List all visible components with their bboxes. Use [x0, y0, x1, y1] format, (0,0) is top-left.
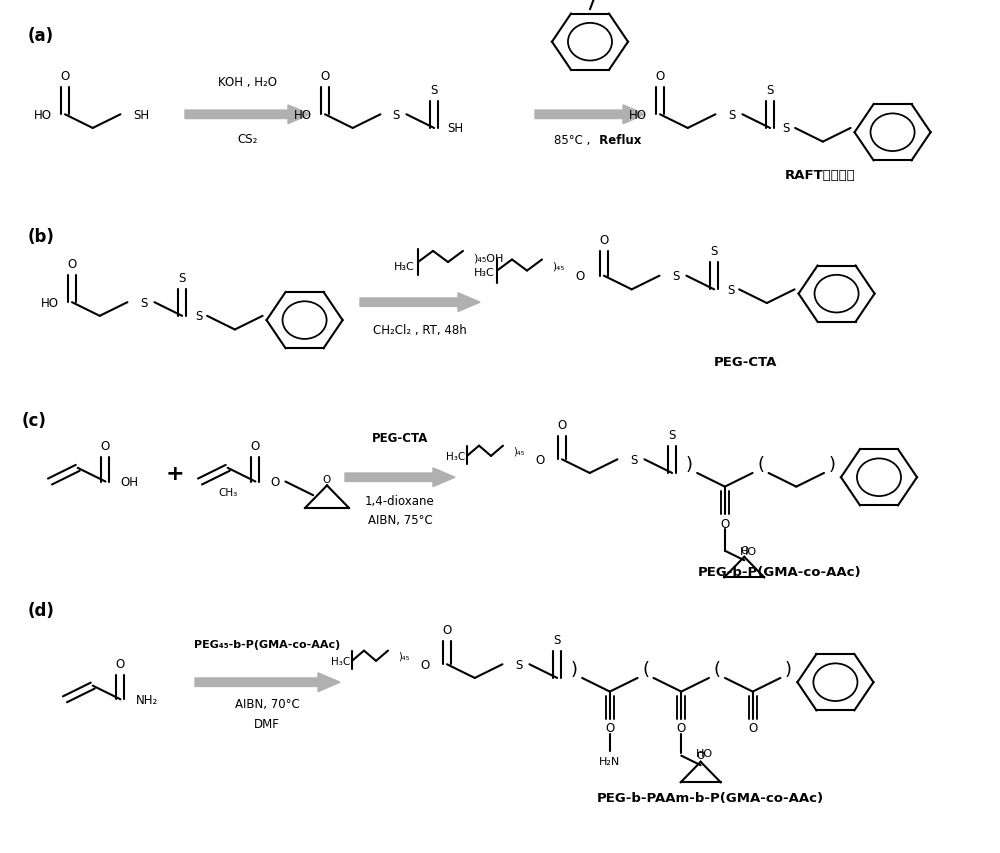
Text: O: O [116, 658, 125, 670]
Text: (: ( [642, 660, 649, 679]
Text: O: O [60, 70, 70, 84]
Text: S: S [728, 108, 736, 122]
Text: CH₂Cl₂ , RT, 48h: CH₂Cl₂ , RT, 48h [373, 323, 467, 337]
Text: S: S [672, 270, 680, 283]
Text: H₃C: H₃C [331, 656, 350, 666]
Text: (c): (c) [22, 412, 47, 430]
Text: O: O [605, 722, 614, 734]
Text: AIBN, 70°C: AIBN, 70°C [235, 697, 299, 711]
Text: O: O [101, 440, 110, 453]
Text: (d): (d) [28, 601, 55, 619]
Text: (b): (b) [28, 228, 55, 246]
Text: O: O [677, 722, 686, 734]
Text: )₄₅: )₄₅ [513, 446, 524, 456]
Text: O: O [557, 419, 567, 432]
Text: S: S [766, 84, 774, 97]
Text: OH: OH [120, 475, 138, 489]
Text: RAFT链转移剂: RAFT链转移剂 [785, 168, 855, 182]
Text: S: S [710, 245, 718, 258]
Text: S: S [630, 453, 638, 467]
Text: +: + [166, 463, 184, 484]
Text: PEG-CTA: PEG-CTA [713, 356, 777, 369]
Text: ): ) [785, 660, 792, 679]
Text: S: S [782, 122, 790, 136]
Text: SH: SH [133, 108, 150, 122]
Text: PEG-b-P(GMA-co-AAc): PEG-b-P(GMA-co-AAc) [698, 565, 862, 578]
Text: PEG₄₅-b-P(GMA-co-AAc): PEG₄₅-b-P(GMA-co-AAc) [194, 639, 340, 649]
Text: O: O [655, 70, 665, 84]
Text: )₄₅: )₄₅ [398, 651, 409, 661]
Text: HO: HO [41, 296, 59, 310]
Text: O: O [740, 545, 748, 555]
Text: S: S [195, 310, 203, 323]
Text: ): ) [828, 456, 835, 474]
Text: ): ) [571, 660, 578, 679]
Text: S: S [140, 296, 148, 310]
Text: O: O [535, 453, 544, 467]
Text: )₄₅OH: )₄₅OH [473, 253, 503, 264]
Text: HO: HO [696, 748, 713, 758]
Text: DMF: DMF [254, 717, 280, 730]
Text: PEG-b-PAAm-b-P(GMA-co-AAc): PEG-b-PAAm-b-P(GMA-co-AAc) [596, 791, 824, 804]
Text: S: S [178, 271, 186, 285]
Text: S: S [430, 84, 438, 97]
FancyArrow shape [535, 106, 645, 125]
FancyArrow shape [345, 468, 455, 487]
Text: O: O [420, 658, 429, 671]
Text: O: O [575, 270, 584, 283]
Text: O: O [599, 235, 609, 247]
Text: O: O [251, 440, 260, 453]
Text: HO: HO [34, 108, 52, 122]
Text: O: O [442, 624, 452, 636]
Text: 1,4-dioxane: 1,4-dioxane [365, 494, 435, 508]
Text: O: O [67, 258, 77, 271]
Text: AIBN, 75°C: AIBN, 75°C [368, 514, 432, 527]
Text: H₃C: H₃C [394, 262, 415, 272]
Text: Reflux: Reflux [595, 134, 641, 148]
Text: S: S [668, 428, 676, 442]
FancyArrow shape [185, 106, 310, 125]
Text: S: S [515, 658, 523, 671]
Text: O: O [697, 750, 705, 760]
FancyArrow shape [195, 673, 340, 692]
Text: (: ( [757, 456, 764, 474]
Text: PEG-CTA: PEG-CTA [372, 431, 428, 444]
Text: HO: HO [294, 108, 312, 122]
Text: NH₂: NH₂ [135, 693, 158, 706]
Text: H₃C: H₃C [446, 451, 465, 461]
Text: ): ) [686, 456, 693, 474]
Text: O: O [270, 475, 280, 489]
Text: SH: SH [447, 122, 463, 136]
Text: KOH , H₂O: KOH , H₂O [218, 76, 278, 90]
Text: 85°C ,: 85°C , [554, 134, 590, 148]
Text: O: O [320, 70, 330, 84]
Text: S: S [553, 633, 561, 647]
Text: CS₂: CS₂ [238, 132, 258, 146]
Text: HO: HO [740, 546, 757, 556]
Text: (: ( [713, 660, 720, 679]
Text: O: O [748, 722, 757, 734]
Text: O: O [720, 517, 729, 530]
Text: )₄₅: )₄₅ [552, 261, 564, 271]
Text: S: S [727, 283, 735, 297]
Text: H₂N: H₂N [599, 756, 620, 766]
Text: O: O [323, 474, 331, 484]
Text: H₃C: H₃C [474, 268, 495, 278]
Text: CH₃: CH₃ [218, 487, 237, 497]
FancyArrow shape [360, 293, 480, 312]
Text: (a): (a) [28, 27, 54, 45]
Text: HO: HO [629, 108, 647, 122]
Text: S: S [392, 108, 400, 122]
